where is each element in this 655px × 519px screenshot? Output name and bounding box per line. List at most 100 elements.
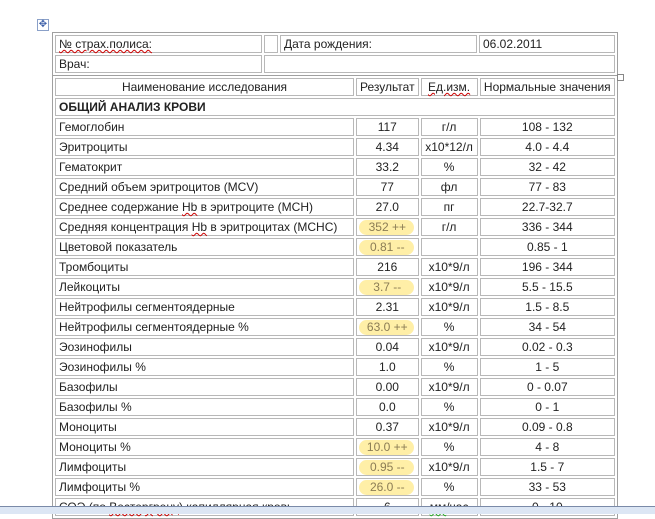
test-norm: 1.5 - 8.5: [479, 298, 615, 316]
test-result: 352 ++: [356, 218, 419, 236]
test-norm: 336 - 344: [479, 218, 615, 236]
test-norm: 34 - 54: [479, 318, 615, 336]
column-header-result: Результат: [356, 78, 419, 96]
table-row: Моноциты % 10.0 ++% 4 - 8: [55, 438, 615, 456]
table-row: Эозинофилы % 1.0% 1 - 5: [55, 358, 615, 376]
test-name: Лимфоциты %: [55, 478, 354, 496]
test-result: 10.0 ++: [356, 438, 419, 456]
test-result: 117: [356, 118, 419, 136]
test-result: 0.37: [356, 418, 419, 436]
table-row: Средний объем эритроцитов (MCV) 77 фл 77 - …: [55, 178, 615, 196]
highlight-mark: [359, 280, 414, 295]
test-name: Тромбоциты: [55, 258, 354, 276]
column-header-name: Наименование исследования: [55, 78, 354, 96]
table-row: Цветовой показатель 0.81 -- 0.85 - 1: [55, 238, 615, 256]
test-result: 26.0 --: [356, 478, 419, 496]
table-row: Нейтрофилы сегментоядерные % 63.0 ++% 34 -…: [55, 318, 615, 336]
test-name: Гематокрит: [55, 158, 354, 176]
test-name: Гемоглобин: [55, 118, 354, 136]
table-row: Моноциты 0.37 x10*9/л 0.09 - 0.8: [55, 418, 615, 436]
test-name: Лейкоциты: [55, 278, 354, 296]
table-row: Средняя концентрация Hb в эритроцитах (M…: [55, 218, 615, 236]
status-bar: [0, 506, 655, 514]
table-resize-handle[interactable]: [617, 74, 624, 81]
doctor-value[interactable]: [264, 55, 615, 73]
table-move-handle-icon[interactable]: ✥: [37, 19, 49, 31]
table-row: Гемоглобин 117 г/л 108 - 132: [55, 118, 615, 136]
test-result: 27.0: [356, 198, 419, 216]
test-unit: x10*12/л: [420, 138, 478, 156]
test-result: 77: [356, 178, 419, 196]
test-norm: 1.5 - 7: [479, 458, 615, 476]
test-unit: г/л: [420, 218, 478, 236]
test-norm: 108 - 132: [479, 118, 615, 136]
highlight-mark: [359, 440, 414, 455]
test-unit: %: [420, 358, 478, 376]
test-unit: пг: [420, 198, 478, 216]
test-name: Средний объем эритроцитов (MCV): [55, 178, 354, 196]
results-table: Наименование исследования Результат Ед.и…: [52, 75, 618, 519]
patient-info-table: № страх.полиса: Дата рождения: 06.02.201…: [52, 32, 618, 76]
test-norm: 4.0 - 4.4: [479, 138, 615, 156]
test-name: Цветовой показатель: [55, 238, 354, 256]
test-name: Нейтрофилы сегментоядерные %: [55, 318, 354, 336]
birth-date: 06.02.2011: [479, 35, 615, 53]
table-row: Базофилы 0.00 x10*9/л 0 - 0.07: [55, 378, 615, 396]
policy-label: № страх.полиса:: [55, 35, 262, 53]
test-name: Эритроциты: [55, 138, 354, 156]
test-result: 33.2: [356, 158, 419, 176]
test-name: Базофилы: [55, 378, 354, 396]
table-header-row: Наименование исследования Результат Ед.и…: [55, 78, 615, 96]
table-row: Эозинофилы 0.04 x10*9/л 0.02 - 0.3: [55, 338, 615, 356]
test-norm: 32 - 42: [479, 158, 615, 176]
test-result: 0.00: [356, 378, 419, 396]
test-result: 0.04: [356, 338, 419, 356]
test-result: 0.0: [356, 398, 419, 416]
test-name: Нейтрофилы сегментоядерные: [55, 298, 354, 316]
test-norm: 196 - 344: [479, 258, 615, 276]
test-result: 2.31: [356, 298, 419, 316]
test-unit: г/л: [420, 118, 478, 136]
highlight-mark: [359, 480, 414, 495]
test-unit: %: [420, 318, 478, 336]
test-name: Эозинофилы: [55, 338, 354, 356]
highlight-mark: [359, 320, 414, 335]
test-unit: x10*9/л: [420, 258, 478, 276]
test-norm: 0.02 - 0.3: [479, 338, 615, 356]
test-result: 0.95 --: [356, 458, 419, 476]
test-result: 3.7 --: [356, 278, 419, 296]
test-result: 63.0 ++: [356, 318, 419, 336]
test-unit: %: [420, 158, 478, 176]
table-row: Нейтрофилы сегментоядерные 2.31 x10*9/л 1.5…: [55, 298, 615, 316]
test-unit: [420, 238, 478, 256]
test-result: 0.81 --: [356, 238, 419, 256]
table-row: Базофилы % 0.0% 0 - 1: [55, 398, 615, 416]
table-row: Эритроциты 4.34 x10*12/л 4.0 - 4.4: [55, 138, 615, 156]
column-header-norm: Нормальные значения: [479, 78, 615, 96]
policy-value[interactable]: [264, 35, 278, 53]
test-name: Лимфоциты: [55, 458, 354, 476]
section-title: ОБЩИЙ АНАЛИЗ КРОВИ: [55, 98, 615, 116]
test-unit: x10*9/л: [420, 458, 478, 476]
test-norm: 77 - 83: [479, 178, 615, 196]
test-name: Эозинофилы %: [55, 358, 354, 376]
test-unit: x10*9/л: [420, 298, 478, 316]
table-row: Лимфоциты 0.95 -- x10*9/л 1.5 - 7: [55, 458, 615, 476]
column-header-unit: Ед.изм.: [420, 78, 478, 96]
table-row: Лимфоциты % 26.0 --% 33 - 53: [55, 478, 615, 496]
test-unit: x10*9/л: [420, 418, 478, 436]
test-norm: 0.85 - 1: [479, 238, 615, 256]
test-result: 216: [356, 258, 419, 276]
test-unit: фл: [420, 178, 478, 196]
highlight-mark: [359, 220, 414, 235]
test-norm: 5.5 - 15.5: [479, 278, 615, 296]
test-unit: %: [420, 438, 478, 456]
test-unit: %: [420, 398, 478, 416]
test-name: Базофилы %: [55, 398, 354, 416]
highlight-mark: [359, 240, 414, 255]
table-row: Лейкоциты 3.7 -- x10*9/л 5.5 - 15.5: [55, 278, 615, 296]
test-name: Моноциты: [55, 418, 354, 436]
test-norm: 1 - 5: [479, 358, 615, 376]
test-norm: 0 - 1: [479, 398, 615, 416]
test-norm: 4 - 8: [479, 438, 615, 456]
